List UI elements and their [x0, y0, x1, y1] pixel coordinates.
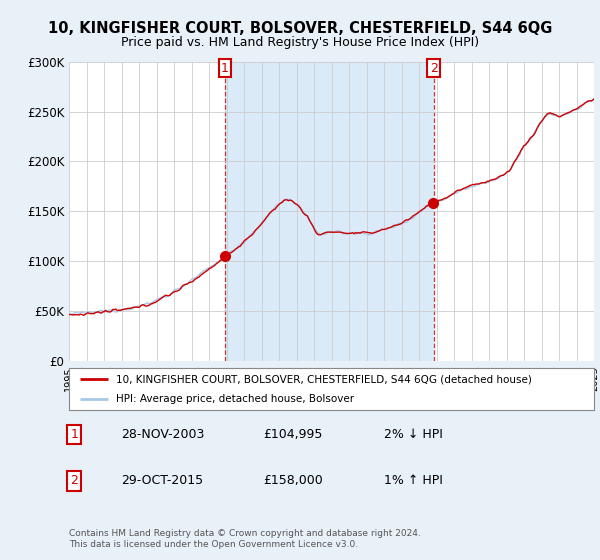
Text: 10, KINGFISHER COURT, BOLSOVER, CHESTERFIELD, S44 6QG: 10, KINGFISHER COURT, BOLSOVER, CHESTERF…	[48, 21, 552, 36]
Text: 2: 2	[70, 474, 78, 487]
Text: 29-OCT-2015: 29-OCT-2015	[121, 474, 203, 487]
Text: 2% ↓ HPI: 2% ↓ HPI	[384, 428, 443, 441]
Text: 2: 2	[430, 62, 437, 74]
Text: HPI: Average price, detached house, Bolsover: HPI: Average price, detached house, Bols…	[116, 394, 355, 404]
Text: £104,995: £104,995	[263, 428, 323, 441]
Text: Price paid vs. HM Land Registry's House Price Index (HPI): Price paid vs. HM Land Registry's House …	[121, 36, 479, 49]
Text: 1: 1	[221, 62, 229, 74]
Text: Contains HM Land Registry data © Crown copyright and database right 2024.
This d: Contains HM Land Registry data © Crown c…	[69, 529, 421, 549]
Text: 28-NOV-2003: 28-NOV-2003	[121, 428, 205, 441]
Text: £158,000: £158,000	[263, 474, 323, 487]
Text: 1% ↑ HPI: 1% ↑ HPI	[384, 474, 443, 487]
Text: 10, KINGFISHER COURT, BOLSOVER, CHESTERFIELD, S44 6QG (detached house): 10, KINGFISHER COURT, BOLSOVER, CHESTERF…	[116, 374, 532, 384]
Text: 1: 1	[70, 428, 78, 441]
Bar	[225, 62, 434, 361]
